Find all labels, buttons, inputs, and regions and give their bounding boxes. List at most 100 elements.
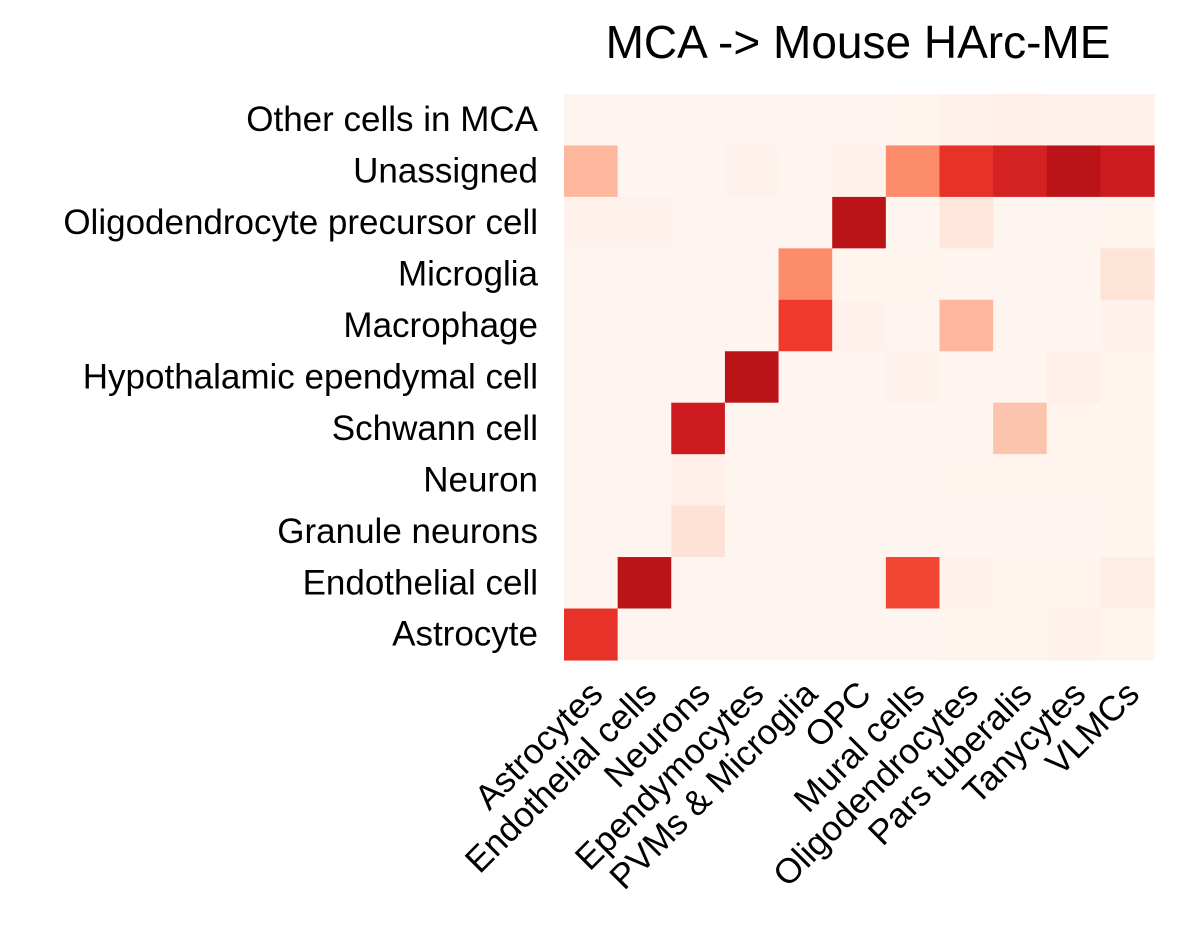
heatmap-cell (617, 196, 672, 249)
heatmap-cell (832, 505, 887, 558)
heatmap-cell (617, 608, 672, 661)
heatmap-cell (1100, 608, 1155, 661)
heatmap-cell (724, 608, 780, 661)
heatmap-cell (1046, 299, 1101, 352)
heatmap-cell (832, 145, 887, 198)
heatmap-cell (885, 402, 941, 455)
heatmap-cell (939, 299, 994, 352)
heatmap-cell (671, 351, 726, 404)
heatmap-cell (564, 402, 619, 455)
heatmap-cell (724, 351, 780, 404)
heatmap-cell (564, 196, 619, 249)
heatmap-cell (724, 94, 780, 147)
chart-title: MCA -> Mouse HArc-ME (606, 16, 1111, 68)
heatmap-cell (778, 196, 833, 249)
row-label: Hypothalamic ependymal cell (83, 357, 538, 396)
heatmap-cell (671, 402, 726, 455)
heatmap-cell (1046, 196, 1101, 249)
row-label: Schwann cell (332, 409, 538, 448)
heatmap-cell (671, 299, 726, 352)
heatmap-cell (993, 94, 1048, 147)
heatmap-cell (564, 299, 619, 352)
heatmap-cell (1046, 402, 1101, 455)
heatmap-cell (778, 402, 833, 455)
heatmap-cell (1100, 351, 1155, 404)
heatmap-cell (724, 145, 780, 198)
heatmap-cell (724, 299, 780, 352)
heatmap-cell (993, 196, 1048, 249)
heatmap-cell (832, 454, 887, 507)
heatmap-cell (832, 402, 887, 455)
heatmap-cell (1100, 402, 1155, 455)
heatmap-cell (778, 145, 833, 198)
heatmap-cell (1046, 608, 1101, 661)
heatmap-cell (993, 299, 1048, 352)
heatmap-cell (671, 454, 726, 507)
heatmap-cell (778, 454, 833, 507)
heatmap-cell (939, 145, 994, 198)
heatmap-cell (778, 608, 833, 661)
heatmap-cell (993, 557, 1048, 610)
heatmap-cell (564, 505, 619, 558)
heatmap-cell (564, 351, 619, 404)
heatmap-cell (832, 248, 887, 301)
heatmap-cell (671, 248, 726, 301)
heatmap-cell (778, 505, 833, 558)
heatmap-cell (778, 557, 833, 610)
heatmap-cell (724, 454, 780, 507)
heatmap-cell (564, 145, 619, 198)
heatmap-cell (724, 505, 780, 558)
heatmap-cell (832, 299, 887, 352)
heatmap-cell (993, 145, 1048, 198)
heatmap-cell (1046, 351, 1101, 404)
heatmap-cell (885, 196, 941, 249)
heatmap-cell (1100, 94, 1155, 147)
row-label: Granule neurons (277, 512, 538, 551)
heatmap-cell (671, 557, 726, 610)
heatmap-cell (564, 94, 619, 147)
heatmap-cell (564, 248, 619, 301)
heatmap-cell (724, 196, 780, 249)
heatmap-cell (671, 145, 726, 198)
heatmap-cell (939, 402, 994, 455)
heatmap-cell (939, 505, 994, 558)
heatmap-cell (778, 299, 833, 352)
heatmap-cell (724, 557, 780, 610)
heatmap-cell (1100, 299, 1155, 352)
heatmap-cell (617, 402, 672, 455)
heatmap-cell (617, 299, 672, 352)
heatmap-cell (724, 402, 780, 455)
heatmap-cells (564, 94, 1155, 661)
heatmap-cell (671, 94, 726, 147)
heatmap-cell (993, 402, 1048, 455)
heatmap-cell (885, 299, 941, 352)
heatmap-cell (617, 351, 672, 404)
heatmap-cell (724, 248, 780, 301)
heatmap-cell (1046, 248, 1101, 301)
heatmap-cell (617, 505, 672, 558)
heatmap-cell (993, 351, 1048, 404)
heatmap-cell (1046, 557, 1101, 610)
heatmap-cell (885, 454, 941, 507)
heatmap-cell (1100, 505, 1155, 558)
heatmap-cell (564, 454, 619, 507)
heatmap-cell (832, 94, 887, 147)
heatmap-cell (617, 454, 672, 507)
heatmap-cell (1046, 454, 1101, 507)
heatmap-cell (1100, 557, 1155, 610)
row-labels: Other cells in MCA Unassigned Oligodendroc… (63, 100, 538, 654)
heatmap-cell (564, 608, 619, 661)
heatmap-cell (993, 505, 1048, 558)
row-label: Neuron (423, 460, 538, 499)
row-label: Macrophage (343, 306, 538, 345)
heatmap-cell (617, 557, 672, 610)
heatmap-cell (885, 505, 941, 558)
heatmap-cell (671, 196, 726, 249)
heatmap-cell (832, 351, 887, 404)
heatmap-cell (993, 248, 1048, 301)
heatmap-cell (1046, 145, 1101, 198)
heatmap-cell (993, 454, 1048, 507)
heatmap-cell (778, 248, 833, 301)
heatmap-cell (939, 248, 994, 301)
